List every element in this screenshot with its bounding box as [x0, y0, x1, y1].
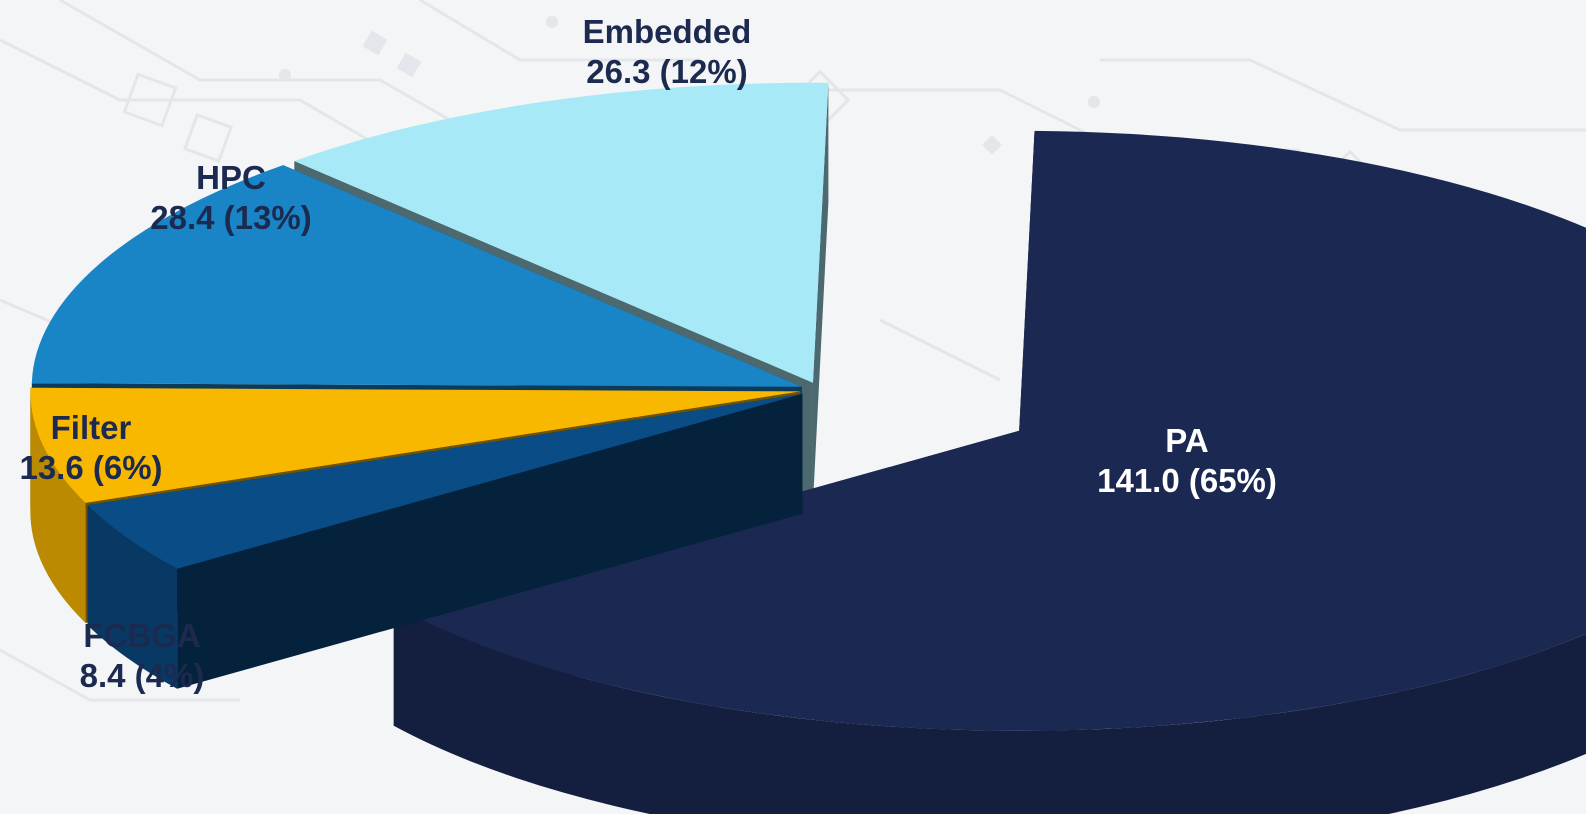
slice-fcbga-wall-1	[87, 393, 803, 626]
slice-label-filter: Filter 13.6 (6%)	[19, 408, 162, 488]
slice-pa	[393, 130, 1586, 814]
slice-label-hpc-value: 28.4 (13%)	[150, 199, 312, 236]
slice-filter-rim-0	[30, 391, 86, 623]
slice-label-fcbga-name: FCBGA	[83, 617, 201, 654]
slice-label-filter-value: 13.6 (6%)	[19, 449, 163, 486]
slice-fcbga-rim-0	[87, 505, 178, 689]
slice-label-fcbga: FCBGA 8.4 (4%)	[80, 616, 205, 696]
slice-embedded-wall-1	[812, 82, 829, 503]
slice-label-hpc-name: HPC	[196, 159, 266, 196]
slice-fcbga-top	[87, 393, 803, 569]
slice-label-embedded-value: 26.3 (12%)	[586, 53, 748, 90]
slice-label-embedded-name: Embedded	[582, 13, 752, 50]
slice-label-pa-value: 141.0 (65%)	[1097, 462, 1277, 499]
slice-label-pa: PA 141.0 (65%)	[1097, 421, 1277, 501]
slice-embedded-top	[294, 82, 829, 383]
slice-label-embedded: Embedded 26.3 (12%)	[583, 12, 752, 92]
slice-fcbga	[87, 393, 803, 689]
slice-pa-rim-0	[393, 605, 1586, 814]
slice-label-pa-name: PA	[1165, 422, 1209, 459]
slice-label-fcbga-value: 8.4 (4%)	[79, 657, 205, 694]
slice-label-filter-name: Filter	[50, 409, 132, 446]
slice-label-hpc: HPC 28.4 (13%)	[150, 158, 311, 238]
slice-hpc-top	[31, 165, 802, 387]
slice-filter-top	[30, 387, 801, 503]
slice-pa-top	[393, 130, 1586, 731]
